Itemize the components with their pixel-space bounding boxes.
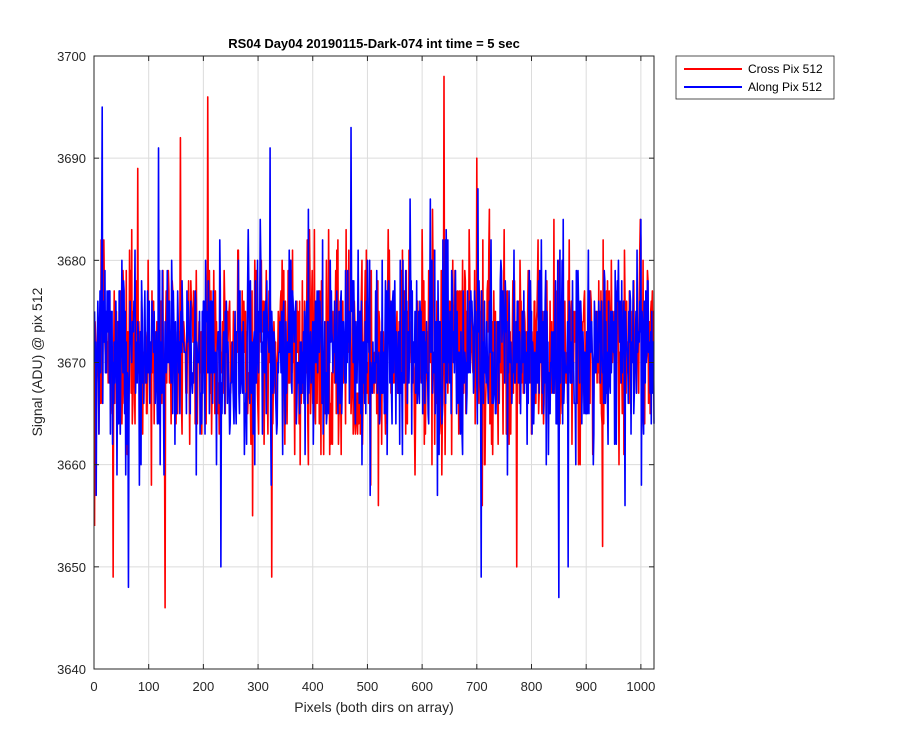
- ticks: 0 100 200 300 400 500 600 700 800 900 1000 3640 3650…: [57, 49, 655, 694]
- x-tick-label: 200: [193, 679, 215, 694]
- y-tick-label: 3700: [57, 49, 86, 64]
- x-tick-label: 900: [575, 679, 597, 694]
- legend: Cross Pix 512 Along Pix 512: [675, 55, 835, 100]
- series-layer: [93, 75, 655, 609]
- x-axis-label: Pixels (both dirs on array): [294, 699, 454, 715]
- y-tick-label: 3670: [57, 356, 86, 371]
- x-tick-label: 300: [247, 679, 269, 694]
- x-tick-label: 100: [138, 679, 160, 694]
- x-tick-label: 800: [521, 679, 543, 694]
- legend-label-cross-pix: Cross Pix 512: [748, 62, 823, 76]
- chart-title: RS04 Day04 20190115-Dark-074 int time = …: [228, 36, 520, 51]
- y-tick-label: 3660: [57, 458, 86, 473]
- y-axis-label: Signal (ADU) @ pix 512: [29, 287, 45, 436]
- x-tick-label: 0: [90, 679, 97, 694]
- legend-box: [675, 55, 835, 100]
- x-tick-label: 400: [302, 679, 324, 694]
- y-tick-label: 3690: [57, 151, 86, 166]
- series-line-along-pix: [93, 106, 655, 599]
- x-tick-label: 1000: [626, 679, 655, 694]
- y-tick-label: 3640: [57, 662, 86, 677]
- x-tick-label: 500: [357, 679, 379, 694]
- x-tick-label: 700: [466, 679, 488, 694]
- y-tick-label: 3650: [57, 560, 86, 575]
- y-tick-label: 3680: [57, 253, 86, 268]
- x-tick-label: 600: [411, 679, 433, 694]
- legend-label-along-pix: Along Pix 512: [748, 80, 822, 94]
